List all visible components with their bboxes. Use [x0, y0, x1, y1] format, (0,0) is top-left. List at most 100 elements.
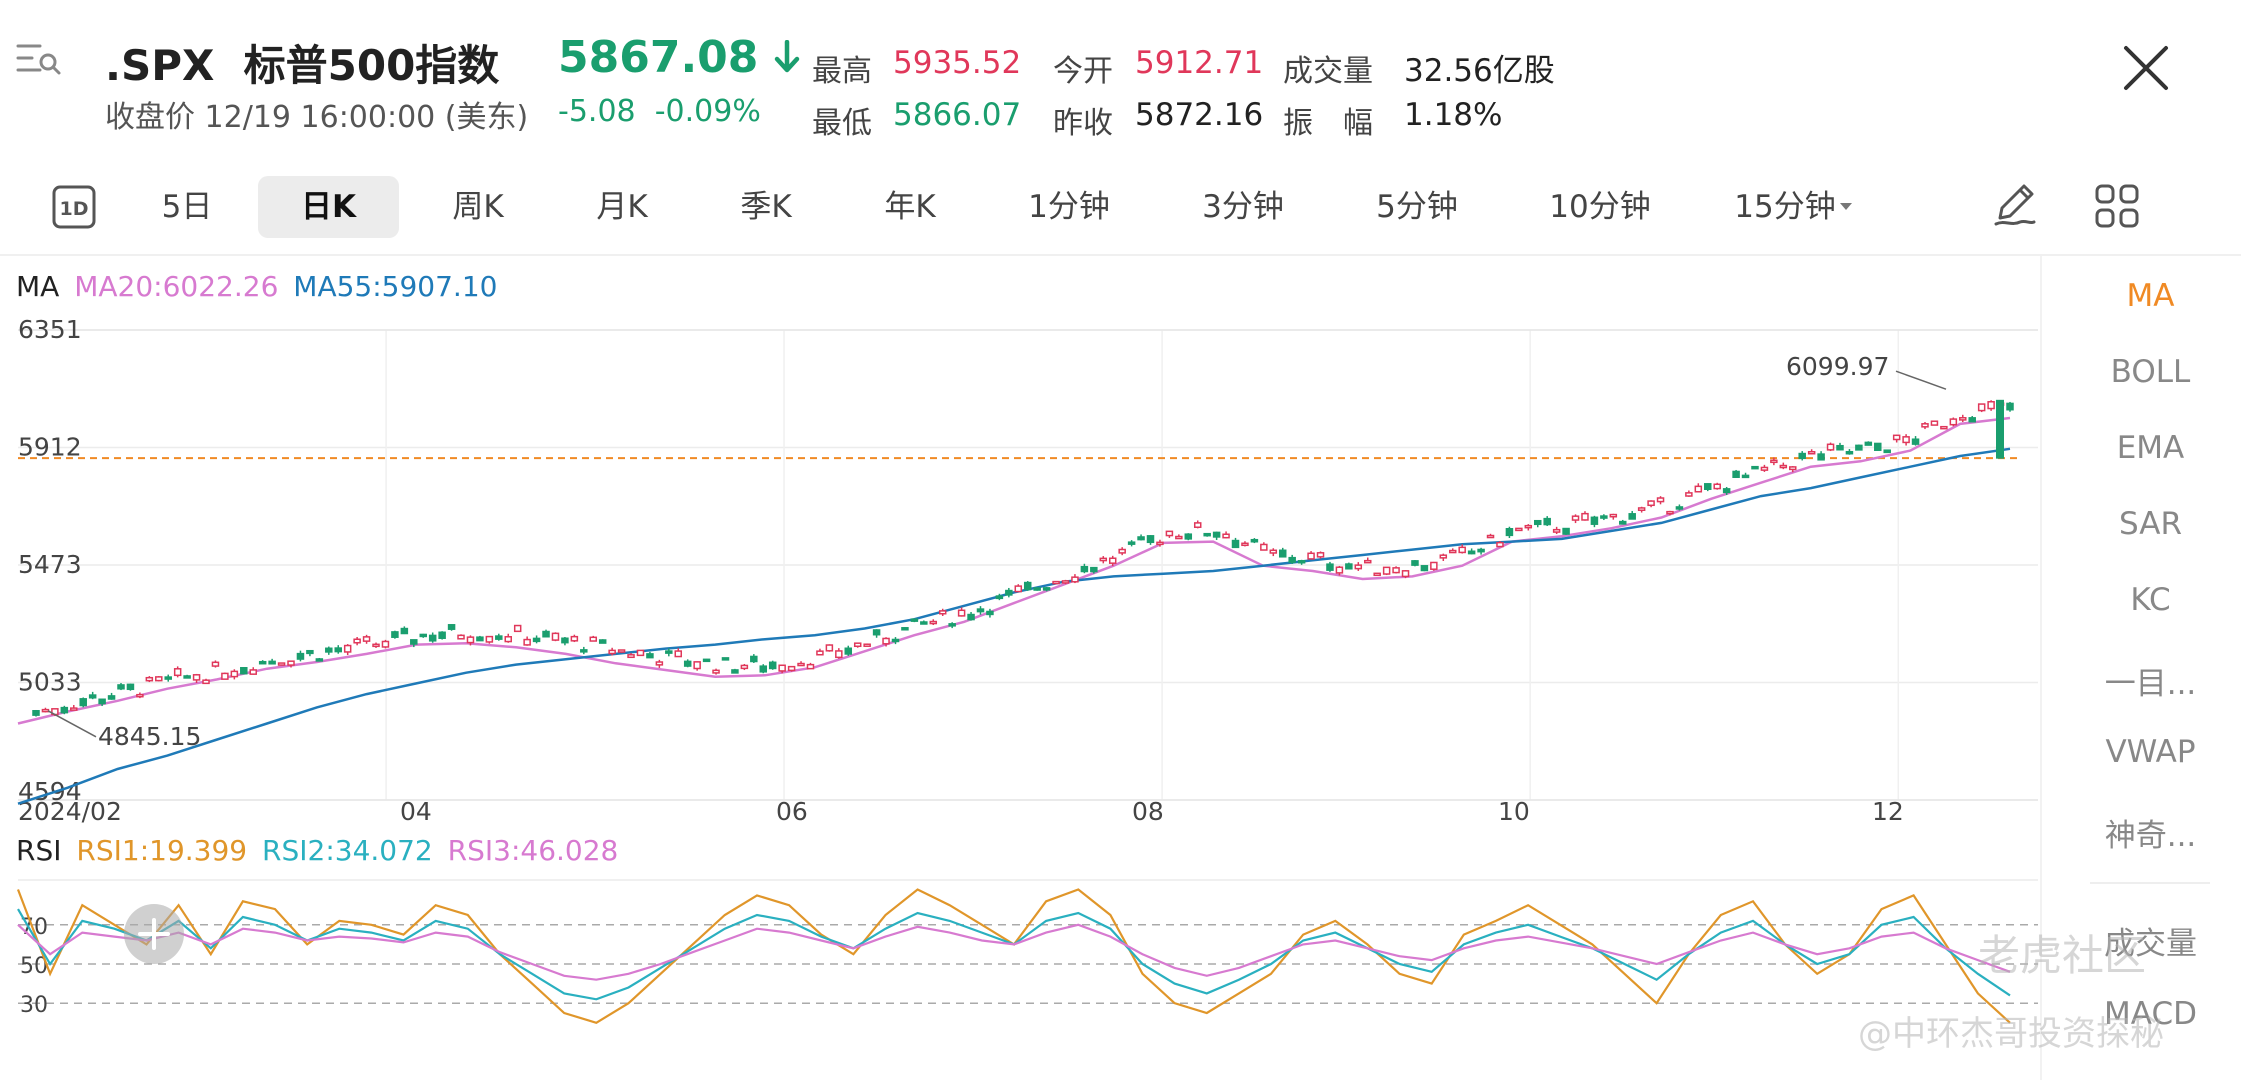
candle-body [1099, 557, 1108, 562]
candle-body [428, 634, 437, 642]
candle-body [173, 668, 182, 677]
candle-body [1883, 449, 1891, 454]
ma20-legend: MA20:6022.26 [74, 270, 279, 303]
indicator-sar[interactable]: SAR [2119, 506, 2182, 542]
tab-5min[interactable]: 5分钟 [1376, 189, 1458, 225]
grid-icon[interactable] [2094, 183, 2140, 229]
candle-body [1675, 506, 1684, 510]
close-icon[interactable] [2118, 40, 2174, 96]
tab-yearly-k[interactable]: 年K [884, 189, 936, 225]
candle-body [41, 708, 50, 713]
candle-body [60, 706, 69, 714]
candle-body [202, 679, 210, 685]
candle-body [787, 665, 796, 672]
candle-body [438, 631, 446, 639]
candle-body [211, 661, 220, 667]
candle-body [1061, 580, 1070, 584]
candle-body [683, 660, 692, 667]
candle-body [835, 650, 843, 659]
change-percent: -0.09% [654, 94, 761, 129]
candle-body [948, 623, 956, 627]
candle-body [485, 635, 494, 643]
low-value: 5866.07 [893, 97, 1022, 133]
candle-body [1628, 513, 1636, 520]
indicator-magic[interactable]: 神奇... [2104, 818, 2197, 854]
tab-monthly-k[interactable]: 月K [596, 189, 648, 225]
amplitude-value: 1.18% [1404, 97, 1503, 133]
indicator-macd[interactable]: MACD [2104, 996, 2197, 1032]
tab-5day[interactable]: 5日 [161, 189, 213, 225]
candle-body [1977, 403, 1986, 412]
tab-10min[interactable]: 10分钟 [1549, 189, 1651, 225]
candle-body [995, 595, 1004, 600]
candle-body [1014, 585, 1023, 593]
candle-body [1411, 560, 1419, 566]
candle-body [325, 647, 333, 653]
candle-body [929, 620, 938, 625]
candle-body [523, 638, 531, 646]
x-tick-label: 08 [1132, 797, 1164, 826]
menu-icon[interactable] [14, 40, 62, 80]
watermark-author: @中环杰哥投资探秘 [1858, 1014, 2164, 1054]
candle-body [1392, 567, 1400, 574]
tab-daily-k[interactable]: 日K [258, 176, 399, 238]
candle-body [1108, 557, 1117, 564]
indicator-volume[interactable]: 成交量 [2104, 926, 2197, 962]
low-annotation-leader [47, 710, 97, 738]
tab-3min[interactable]: 3分钟 [1202, 189, 1284, 225]
candle-body [910, 618, 919, 622]
candle-body [589, 636, 598, 642]
candle-body [1968, 417, 1976, 423]
indicator-ema[interactable]: EMA [2116, 430, 2185, 466]
candle-body [1987, 401, 1995, 410]
candle-body [240, 667, 248, 675]
1d-icon[interactable]: 1D [52, 185, 96, 229]
tab-1min[interactable]: 1分钟 [1028, 189, 1110, 225]
watermark-brand: 老虎社区 [1978, 931, 2147, 980]
ma-legend: MA MA20:6022.26 MA55:5907.10 [16, 270, 497, 303]
indicator-kc[interactable]: KC [2130, 582, 2171, 618]
y-tick-label: 5473 [18, 550, 82, 579]
candle-body [1581, 512, 1589, 521]
tab-weekly-k[interactable]: 周K [452, 189, 504, 225]
ma20-line [17, 416, 2011, 725]
add-drawing-button[interactable] [122, 902, 186, 966]
ticker-symbol: .SPX [105, 41, 215, 90]
ticker-title: .SPX 标普500指数 [105, 32, 499, 93]
ma-legend-label: MA [16, 270, 60, 303]
indicator-ma[interactable]: MA [2126, 278, 2175, 314]
tab-quarterly-k[interactable]: 季K [740, 189, 792, 225]
open-label: 今开 [1053, 54, 1113, 89]
candle-body [1902, 436, 1910, 444]
candle-body [1505, 527, 1514, 537]
x-tick-label: 04 [400, 797, 432, 826]
candle-body [598, 639, 607, 644]
candle-body [1033, 587, 1041, 591]
candle-body [1685, 492, 1693, 497]
candle-body [1552, 528, 1561, 533]
candle-body [1137, 536, 1145, 541]
candle-body [353, 638, 361, 644]
tab-15min[interactable]: 15分钟 [1734, 189, 1836, 225]
indicator-vwap[interactable]: VWAP [2105, 734, 2196, 770]
pencil-icon[interactable] [1990, 180, 2040, 230]
candle-body [608, 649, 616, 655]
candle-body [901, 627, 909, 631]
dropdown-caret-icon[interactable] [1838, 201, 1854, 213]
candle-body [136, 693, 144, 698]
y-tick-label: 5912 [18, 433, 82, 462]
candle-body [268, 660, 276, 665]
indicator-boll[interactable]: BOLL [2110, 354, 2191, 390]
rsi3-legend: RSI3:46.028 [447, 834, 619, 867]
last-candle-body [1996, 399, 2004, 459]
candle-body [1609, 513, 1618, 518]
candle-body [967, 613, 975, 621]
indicator-ichimoku[interactable]: 一目... [2104, 666, 2197, 702]
candle-body [1042, 587, 1051, 591]
candle-body [1921, 423, 1929, 428]
y-tick-label: 6351 [18, 315, 82, 344]
candle-body [976, 608, 985, 613]
candle-body [1297, 560, 1306, 564]
